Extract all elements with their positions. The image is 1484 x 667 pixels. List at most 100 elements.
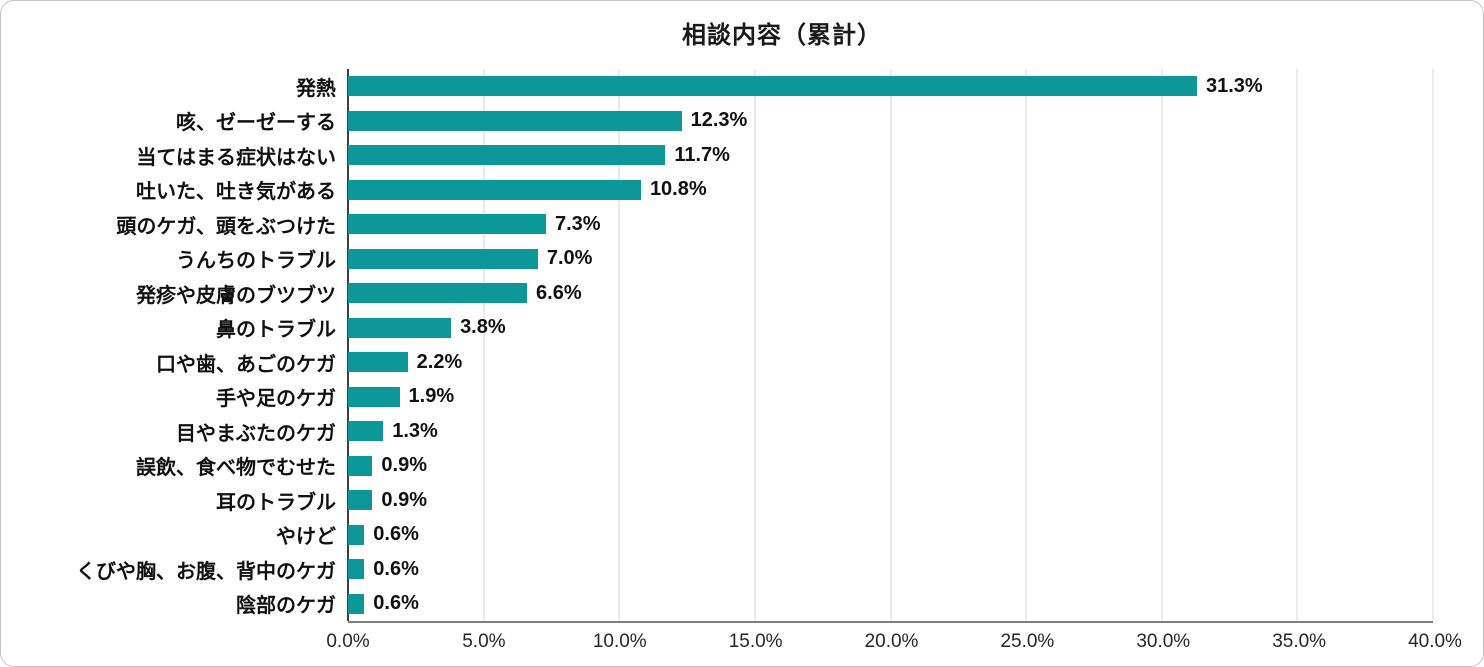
value-label: 12.3% — [690, 109, 748, 132]
bar-row: うんちのトラブル 7.0% — [1, 242, 1433, 277]
value-label: 0.6% — [373, 592, 419, 615]
category-label: やけど — [276, 526, 336, 549]
bar-track: 12.3% — [348, 104, 1433, 139]
value-label: 3.8% — [460, 316, 506, 339]
category-label: 咳、ゼーゼーする — [176, 112, 336, 135]
bar-track: 3.8% — [348, 311, 1433, 346]
x-tick-label: 10.0% — [592, 631, 647, 652]
bar-row: くびや胸、お腹、背中のケガ 0.6% — [1, 552, 1433, 587]
category-label: 誤飲、食べ物でむせた — [136, 457, 336, 480]
bar-row: 陰部のケガ 0.6% — [1, 587, 1433, 622]
category-label: 目やまぶたのケガ — [176, 422, 336, 445]
bar-row: 鼻のトラブル 3.8% — [1, 311, 1433, 346]
gridline — [483, 69, 485, 621]
bar-row: やけど 0.6% — [1, 518, 1433, 553]
bar-track: 0.9% — [348, 449, 1433, 484]
value-label: 2.2% — [416, 350, 463, 373]
bar — [348, 76, 1197, 97]
bar — [348, 455, 373, 476]
x-tick-label: 15.0% — [728, 631, 783, 652]
value-label: 11.7% — [674, 143, 730, 166]
bar-row: 目やまぶたのケガ 1.3% — [1, 414, 1433, 449]
gridline — [1432, 69, 1434, 621]
bar — [348, 179, 641, 200]
value-label: 0.9% — [381, 488, 427, 511]
category-label: 発熱 — [296, 77, 336, 100]
x-tick-label: 40.0% — [1408, 631, 1462, 652]
gridline — [1296, 69, 1298, 621]
category-label: 吐いた、吐き気がある — [136, 181, 336, 204]
bar — [348, 559, 365, 580]
value-label: 10.8% — [649, 178, 707, 201]
bar — [348, 145, 666, 166]
gridline — [754, 69, 756, 621]
bar — [348, 352, 408, 373]
bar — [348, 421, 384, 442]
bar — [348, 317, 452, 338]
bar-row: 咳、ゼーゼーする 12.3% — [1, 104, 1433, 139]
value-label: 1.9% — [408, 385, 455, 408]
x-tick-label: 20.0% — [864, 631, 919, 652]
bar — [348, 283, 528, 304]
x-tick-label: 35.0% — [1272, 631, 1327, 652]
bar — [348, 248, 538, 269]
category-label: 手や足のケガ — [216, 388, 336, 411]
category-label: 鼻のトラブル — [216, 319, 336, 342]
bar-track: 6.6% — [348, 276, 1433, 311]
bar-row: 吐いた、吐き気がある 10.8% — [1, 173, 1433, 208]
gridline — [890, 69, 891, 621]
bar-track: 1.3% — [348, 414, 1433, 449]
bar-row: 発熱 31.3% — [1, 69, 1433, 104]
category-label: くびや胸、お腹、背中のケガ — [76, 560, 336, 583]
bar-track: 0.6% — [348, 518, 1433, 553]
value-label: 7.0% — [546, 247, 593, 270]
value-label: 0.6% — [373, 523, 419, 546]
value-label: 6.6% — [536, 281, 582, 304]
category-label: 当てはまる症状はない — [136, 146, 336, 169]
bar-track: 0.9% — [348, 483, 1433, 518]
bar-row: 当てはまる症状はない 11.7% — [1, 138, 1433, 173]
y-axis-line — [347, 69, 349, 621]
bar-track: 0.6% — [348, 552, 1433, 587]
category-label: うんちのトラブル — [176, 250, 336, 273]
bar — [348, 214, 546, 235]
rows: 発熱 31.3% 咳、ゼーゼーする 12.3% 当てはまる症状はない 11.7% 吐いた、吐… — [1, 69, 1433, 621]
x-tick-label: 5.0% — [462, 631, 506, 652]
x-tick-label: 25.0% — [1000, 631, 1055, 652]
category-label: 頭のケガ、頭をぶつけた — [116, 215, 336, 238]
bar-row: 発疹や皮膚のブツブツ 6.6% — [1, 276, 1433, 311]
gridline — [1025, 69, 1027, 621]
bar-row: 耳のトラブル 0.9% — [1, 483, 1433, 518]
bar-row: 口や歯、あごのケガ 2.2% — [1, 345, 1433, 380]
category-label: 陰部のケガ — [236, 595, 336, 618]
bar-row: 頭のケガ、頭をぶつけた 7.3% — [1, 207, 1433, 242]
category-label: 口や歯、あごのケガ — [156, 353, 336, 376]
bar-track: 31.3% — [348, 69, 1433, 104]
gridline — [618, 69, 620, 621]
bar-track: 7.0% — [348, 242, 1433, 277]
bar-chart: 発熱 31.3% 咳、ゼーゼーする 12.3% 当てはまる症状はない 11.7% 吐いた、吐… — [1, 69, 1434, 623]
value-label: 7.3% — [555, 212, 601, 235]
grid-layer — [347, 69, 1434, 621]
chart-title: 相談内容（累計） — [682, 22, 882, 49]
x-axis-line — [348, 621, 1433, 623]
value-label: 0.9% — [381, 454, 427, 477]
bar — [348, 386, 400, 407]
bar-track: 10.8% — [348, 173, 1433, 208]
x-tick-label: 30.0% — [1136, 631, 1191, 652]
value-label: 0.6% — [373, 557, 419, 580]
x-tick-label: 0.0% — [326, 631, 370, 652]
bar-track: 2.2% — [348, 345, 1433, 380]
bar — [348, 110, 682, 131]
value-label: 31.3% — [1206, 74, 1263, 97]
category-label: 耳のトラブル — [216, 491, 336, 514]
bar-row: 手や足のケガ 1.9% — [1, 380, 1433, 415]
bar-track: 1.9% — [348, 380, 1433, 415]
bar — [348, 524, 365, 545]
bar-row: 誤飲、食べ物でむせた 0.9% — [1, 449, 1433, 484]
value-label: 1.3% — [392, 419, 438, 442]
bar-track: 7.3% — [348, 207, 1433, 242]
bar — [348, 593, 365, 614]
x-axis: 0.0% 5.0% 10.0% 15.0% 20.0% 25.0% 30.0% 35.0% 40… — [326, 623, 1462, 663]
